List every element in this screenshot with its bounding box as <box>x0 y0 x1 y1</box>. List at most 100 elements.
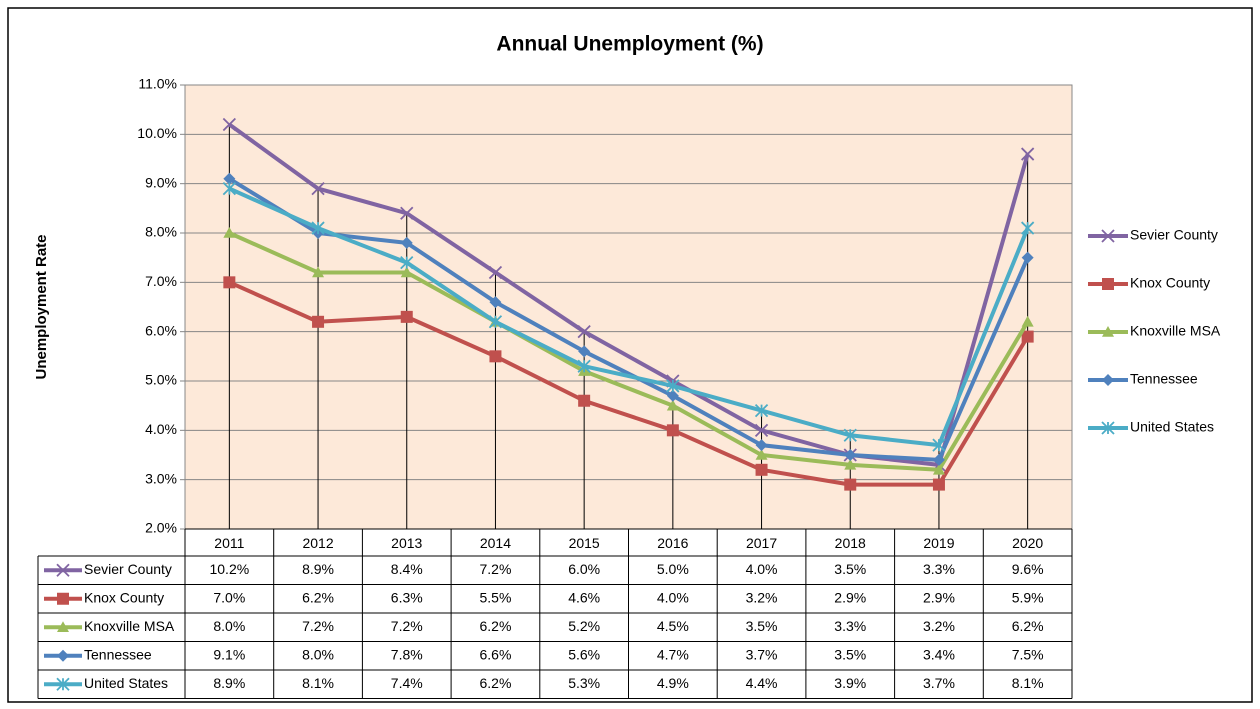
marker <box>222 117 236 132</box>
legend-label: Sevier County <box>1130 227 1218 243</box>
table-cell: 5.9% <box>1012 589 1044 605</box>
table-cell: 7.4% <box>391 675 423 691</box>
table-cell: 3.4% <box>923 646 955 662</box>
table-cell: 8.9% <box>213 675 245 691</box>
table-cell: 3.7% <box>746 646 778 662</box>
table-cell: 4.0% <box>657 589 689 605</box>
table-row-label: Knox County <box>84 589 164 605</box>
marker <box>932 463 945 475</box>
marker <box>755 449 768 460</box>
table-cell: 8.1% <box>1012 675 1044 691</box>
marker <box>577 359 591 373</box>
legend-label: Knoxville MSA <box>1130 323 1221 339</box>
chart-title: Annual Unemployment (%) <box>496 33 763 56</box>
table-cell: 4.4% <box>746 675 778 691</box>
marker <box>754 403 769 418</box>
table-cell: 6.3% <box>391 589 423 605</box>
marker <box>666 379 680 393</box>
table-key-marker <box>56 677 70 691</box>
marker <box>666 399 679 411</box>
marker <box>1021 221 1035 235</box>
series-line <box>228 186 1030 448</box>
marker <box>400 266 413 278</box>
table-key-marker <box>57 592 69 605</box>
table-cell: 8.0% <box>213 618 245 634</box>
series-line <box>228 280 1030 487</box>
y-tick-label: 2.0% <box>145 520 177 536</box>
table-cell: 3.7% <box>923 675 955 691</box>
table-cell: 7.8% <box>391 646 423 662</box>
marker <box>312 266 325 278</box>
legend-marker <box>1102 326 1114 337</box>
table-row-label: Tennessee <box>84 646 152 662</box>
y-tick-label: 5.0% <box>145 372 177 388</box>
legend-marker <box>1101 421 1115 435</box>
marker <box>312 315 325 328</box>
marker <box>488 265 503 280</box>
marker <box>666 389 679 402</box>
x-tick-label: 2012 <box>302 535 333 551</box>
marker <box>577 325 591 339</box>
table-cell: 5.6% <box>568 646 600 662</box>
marker <box>311 181 325 196</box>
table-cell: 6.6% <box>479 646 511 662</box>
table-cell: 7.2% <box>302 618 334 634</box>
marker <box>400 236 413 249</box>
legend-label: Knox County <box>1130 275 1210 291</box>
marker <box>843 428 857 442</box>
marker <box>489 296 502 309</box>
table-row-label: United States <box>84 675 168 691</box>
table-cell: 4.5% <box>657 618 689 634</box>
plot-area <box>184 84 1073 530</box>
table-cell: 2.9% <box>834 589 866 605</box>
table-cell: 4.7% <box>657 646 689 662</box>
table-cell: 6.2% <box>302 589 334 605</box>
table-key-marker <box>56 563 70 577</box>
table-cell: 7.2% <box>479 561 511 577</box>
x-tick-label: 2014 <box>480 535 511 551</box>
x-tick-label: 2011 <box>214 535 244 551</box>
marker <box>1021 147 1035 161</box>
marker <box>754 423 769 437</box>
table-cell: 6.2% <box>479 618 511 634</box>
table-cell: 9.6% <box>1012 561 1044 577</box>
marker <box>400 310 413 323</box>
marker <box>844 449 857 461</box>
marker <box>488 315 503 329</box>
marker <box>1021 251 1034 264</box>
table-cell: 7.0% <box>213 589 245 605</box>
table-key-marker <box>57 621 69 633</box>
table-cell: 5.3% <box>568 675 600 691</box>
marker <box>932 478 945 491</box>
y-tick-label: 7.0% <box>145 273 177 289</box>
y-tick-label: 3.0% <box>145 470 177 486</box>
series-line <box>228 122 1030 467</box>
table-cell: 3.5% <box>746 618 778 634</box>
table-cell: 3.2% <box>923 618 955 634</box>
table-cell: 6.2% <box>479 675 511 691</box>
marker <box>223 276 236 289</box>
y-tick-label: 11.0% <box>138 76 177 92</box>
y-tick-label: 4.0% <box>145 421 177 437</box>
series-line <box>228 231 1030 472</box>
y-axis-label: Unemployment Rate <box>33 234 50 379</box>
marker <box>311 221 325 235</box>
table-cell: 8.4% <box>391 561 423 577</box>
marker <box>222 181 236 196</box>
y-tick-label: 9.0% <box>145 174 177 190</box>
table-cell: 5.5% <box>479 589 511 605</box>
marker <box>400 206 414 220</box>
table-cell: 6.2% <box>1012 618 1044 634</box>
x-tick-label: 2015 <box>569 535 600 551</box>
legend-marker <box>1102 278 1114 290</box>
table-cell: 4.9% <box>657 675 689 691</box>
legend-label: Tennessee <box>1130 371 1198 387</box>
legend-label: United States <box>1130 419 1214 435</box>
marker <box>400 255 414 270</box>
table-cell: 5.2% <box>568 618 600 634</box>
legend-marker <box>1102 374 1114 386</box>
series-line <box>228 177 1030 462</box>
table-cell: 3.5% <box>834 561 866 577</box>
table-row-label: Knoxville MSA <box>84 618 175 634</box>
